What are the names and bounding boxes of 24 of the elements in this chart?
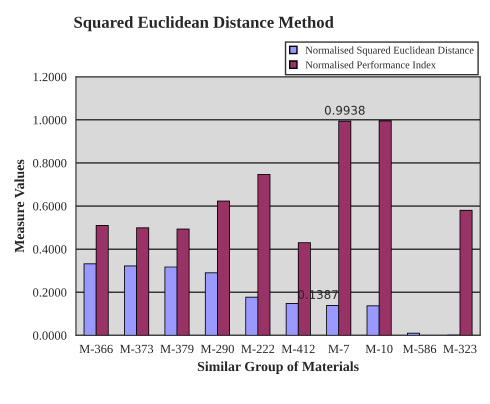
x-tick-label: M-222: [241, 344, 274, 354]
x-tick-label: M-373: [120, 344, 154, 354]
x-axis-title: Similar Group of Materials: [198, 361, 359, 374]
x-tick-label: M-366: [80, 344, 113, 354]
y-tick-label: 0.8000: [33, 158, 66, 168]
y-tick-label: 0.4000: [33, 245, 66, 254]
y-tick-label: 1.0000: [34, 116, 66, 124]
x-tick-label: M-10: [366, 344, 393, 354]
chart-title: Squared Euclidean Distance Method: [74, 16, 334, 32]
x-tick-label: M-290: [200, 344, 234, 354]
y-tick-label: 0.6000: [33, 202, 66, 211]
y-tick-label: 0.2000: [33, 288, 66, 297]
x-tick-label: M-323: [443, 344, 477, 354]
y-axis-title: Measure Values: [14, 160, 24, 253]
legend-label: Normalised Squared Euclidean Distance: [306, 46, 474, 56]
x-tick-label: M-412: [282, 344, 315, 354]
legend-label: Normalised Performance Index: [306, 60, 436, 68]
y-tick-label: 1.2000: [34, 72, 66, 82]
data-label: 0.9938: [324, 106, 365, 115]
x-tick-label: M-7: [328, 344, 350, 354]
y-tick-label: 0.0000: [33, 331, 66, 340]
x-tick-label: M-586: [402, 344, 436, 354]
x-tick-label: M-379: [160, 344, 194, 354]
bar: [407, 332, 420, 336]
